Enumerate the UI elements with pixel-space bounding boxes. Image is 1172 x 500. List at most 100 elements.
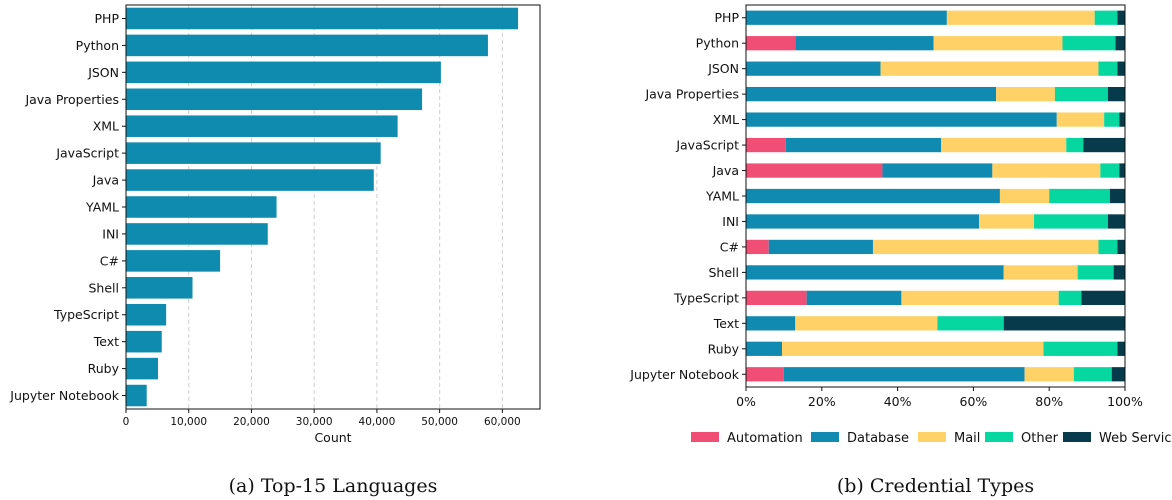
x-tick-label: 100% xyxy=(1107,394,1143,409)
y-tick-label: INI xyxy=(102,226,119,241)
stacked-bar-segment xyxy=(1066,137,1084,153)
stacked-bar-segment xyxy=(882,163,993,178)
x-tick-label: 40% xyxy=(884,394,912,409)
y-tick-label: C# xyxy=(720,239,739,254)
legend-label: Automation xyxy=(727,431,803,446)
stacked-bar-segment xyxy=(979,214,1035,229)
x-tick-label: 80% xyxy=(1035,394,1063,409)
bar xyxy=(126,115,398,137)
stacked-bar-segment xyxy=(746,188,1000,204)
bar xyxy=(126,384,147,407)
stacked-bar-segment xyxy=(1113,265,1125,280)
bar xyxy=(126,61,441,84)
y-tick-label: Java xyxy=(712,163,739,178)
legend-swatch xyxy=(691,432,719,442)
legend-swatch xyxy=(985,432,1013,442)
stacked-bar-segment xyxy=(1107,214,1125,229)
stacked-bar-segment xyxy=(1100,163,1120,178)
y-tick-label: Java xyxy=(92,173,119,188)
y-tick-label: Ruby xyxy=(708,341,740,356)
x-tick-label: 0 xyxy=(123,416,130,428)
stacked-bar-segment xyxy=(1034,214,1108,229)
stacked-bar-segment xyxy=(1117,61,1125,76)
y-tick-label: Shell xyxy=(709,265,740,280)
y-tick-label: JSON xyxy=(87,65,119,80)
stacked-bar-segment xyxy=(1098,61,1118,76)
stacked-bar-segment xyxy=(996,87,1055,102)
caption: (a) Top-15 Languages xyxy=(229,475,438,497)
stacked-bar-segment xyxy=(1119,163,1125,178)
y-tick-label: Python xyxy=(696,36,739,51)
y-tick-label: INI xyxy=(722,214,739,229)
stacked-bar-segment xyxy=(880,61,1099,76)
x-tick-label: 0% xyxy=(736,394,756,409)
bar xyxy=(126,277,193,299)
stacked-bar-segment xyxy=(768,239,873,255)
y-tick-label: Text xyxy=(713,316,739,331)
legend-swatch xyxy=(811,432,839,442)
stacked-bar-segment xyxy=(1058,290,1082,305)
y-tick-label: JavaScript xyxy=(55,146,119,161)
bar xyxy=(126,7,519,30)
legend: Automation Database Mail Other Web Servic xyxy=(691,431,1172,446)
stacked-bar-segment xyxy=(1109,188,1125,204)
stacked-bar-segment xyxy=(1056,112,1105,127)
legend-label: Web Servic xyxy=(1099,431,1172,446)
legend-label: Database xyxy=(847,431,909,446)
stacked-bar-segment xyxy=(746,290,807,305)
x-tick-label: 20% xyxy=(808,394,836,409)
y-tick-label: Jupyter Notebook xyxy=(629,367,739,382)
y-tick-label: Jupyter Notebook xyxy=(9,388,119,403)
stacked-bar-segment xyxy=(1077,265,1114,280)
stacked-bar-segment xyxy=(1054,87,1108,102)
y-tick-label: YAML xyxy=(705,189,739,204)
stacked-bar-segment xyxy=(795,316,938,331)
y-tick-label: PHP xyxy=(715,10,740,25)
y-tick-label: YAML xyxy=(85,200,119,215)
stacked-bar-segment xyxy=(1117,341,1125,356)
stacked-bar-segment xyxy=(746,265,1004,280)
y-tick-label: PHP xyxy=(95,11,120,26)
caption: (b) Credential Types xyxy=(837,475,1034,497)
plot-frame xyxy=(745,4,1126,388)
x-tick-label: 30,000 xyxy=(296,416,333,428)
stacked-bar-segment xyxy=(1003,316,1125,331)
stacked-bar-segment xyxy=(933,36,1063,51)
stacked-bar-segment xyxy=(1073,367,1112,382)
x-tick-label: 20,000 xyxy=(233,416,270,428)
stacked-bar-segment xyxy=(785,137,942,153)
y-tick-label: Shell xyxy=(89,280,120,295)
stacked-bar-segment xyxy=(1117,10,1125,25)
y-tick-label: JavaScript xyxy=(675,138,739,153)
stacked-bar-segment xyxy=(1115,36,1125,51)
stacked-bar-segment xyxy=(901,290,1059,305)
x-tick-label: 10,000 xyxy=(170,416,207,428)
stacked-bar-segment xyxy=(746,163,883,178)
stacked-bar-segment xyxy=(782,341,1044,356)
y-tick-label: Ruby xyxy=(88,361,120,376)
stacked-bar-segment xyxy=(999,188,1050,204)
stacked-bar-segment xyxy=(746,341,783,356)
x-tick-label: 40,000 xyxy=(359,416,396,428)
stacked-bar-segment xyxy=(1111,367,1125,382)
stacked-bar-segment xyxy=(806,290,902,305)
y-tick-label: Text xyxy=(93,334,119,349)
stacked-bar-segment xyxy=(1081,290,1125,305)
bar xyxy=(126,303,167,326)
stacked-bar-segment xyxy=(946,10,1095,25)
legend-swatch xyxy=(1063,432,1091,442)
y-tick-label: XML xyxy=(713,112,739,127)
stacked-bar-segment xyxy=(1117,239,1125,255)
x-tick-label: 60,000 xyxy=(484,416,521,428)
stacked-bar-segment xyxy=(872,239,1099,255)
stacked-bar-segment xyxy=(941,137,1067,153)
stacked-bar-segment xyxy=(1024,367,1074,382)
stacked-bar-segment xyxy=(1119,112,1125,127)
y-tick-label: TypeScript xyxy=(53,307,119,322)
stacked-bar-segment xyxy=(746,36,796,51)
bar xyxy=(126,169,374,191)
stacked-bar-segment xyxy=(746,214,980,229)
y-tick-label: Python xyxy=(76,38,119,53)
stacked-bar-segment xyxy=(746,137,786,153)
